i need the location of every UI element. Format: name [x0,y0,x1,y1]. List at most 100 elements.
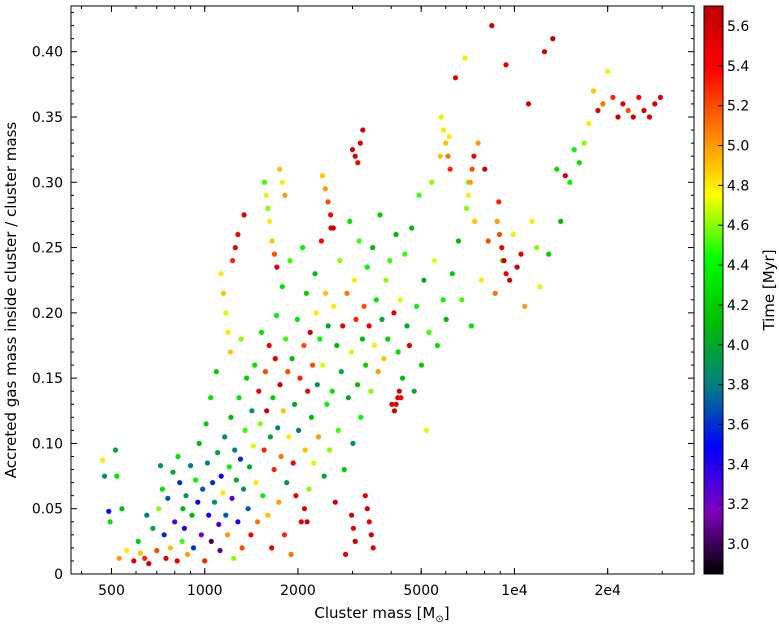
data-point [355,160,361,166]
data-point [279,284,285,290]
data-point [364,506,370,512]
data-point [116,555,122,561]
data-point [385,336,391,342]
data-point [348,349,354,355]
data-point [499,245,505,251]
data-point [381,356,387,362]
data-point [361,303,367,309]
x-tick-label: 5000 [403,583,439,599]
data-point [300,245,306,251]
data-point [370,245,376,251]
x-axis-label-suffix: ] [444,604,450,622]
data-point [213,369,219,375]
data-point [245,506,251,512]
data-point [389,401,395,407]
data-point [402,251,408,257]
data-point [271,251,278,257]
data-point [364,264,370,270]
plot-frame [70,5,695,575]
data-point [646,114,653,120]
y-tick-label: 0.30 [32,175,63,191]
data-point [294,316,300,322]
colorbar-tick-label: 3.8 [727,378,749,394]
data-point [501,258,507,264]
colorbar-tick-label: 4.4 [727,258,749,274]
data-point [217,547,223,554]
data-point [546,251,552,257]
data-point [371,342,377,349]
data-point [331,303,337,309]
data-point [172,519,178,525]
data-point [462,55,468,61]
data-point [265,512,271,518]
x-tick-label: 2000 [280,583,316,599]
data-point [620,101,626,107]
y-tick-label: 0.15 [32,371,63,387]
data-point [471,153,477,159]
data-point [494,218,500,224]
data-point [106,508,112,514]
colorbar-tick-label: 4.6 [727,218,749,234]
data-point [366,519,372,525]
data-point [193,477,199,483]
data-point [284,480,290,486]
data-point [340,323,346,329]
data-point [258,329,265,335]
data-point [411,388,417,394]
data-point [311,460,317,466]
data-point [510,231,516,238]
colorbar-tick-label: 3.4 [727,457,749,473]
data-point [355,382,361,388]
data-point [482,166,488,172]
colorbar-tick-label: 4.0 [727,338,749,354]
data-point [175,453,181,460]
colorbar-tick-label: 4.8 [727,178,749,194]
x-tick-label: 2e4 [594,583,621,599]
data-point [286,434,292,440]
data-point [352,153,358,159]
colorbar-tick-label: 5.4 [727,59,749,75]
data-point [261,447,267,453]
data-point [254,519,261,525]
data-point [338,369,344,375]
data-point [322,290,329,296]
y-tick-label: 0.20 [32,306,63,322]
colorbar-tick-label: 3.6 [727,418,749,434]
data-point [463,205,470,211]
data-point [443,316,449,322]
data-point [387,258,393,264]
data-point [652,101,658,107]
data-point [232,447,238,453]
data-point [314,382,320,388]
data-point [306,486,312,492]
data-point [360,127,366,133]
data-point [231,555,237,561]
data-point [605,68,611,74]
data-point [414,303,420,309]
data-point [289,356,295,362]
data-point [353,316,359,322]
data-point [223,310,229,316]
data-point [363,362,369,368]
x-tick-label: 1000 [187,583,223,599]
data-point [237,456,244,462]
data-point [202,558,208,564]
data-point [576,160,582,166]
data-point [468,323,474,329]
data-point [274,264,280,270]
data-point [426,329,432,335]
data-point [177,480,183,486]
data-point [404,323,410,329]
data-point [600,101,606,107]
data-point [276,499,282,505]
data-point [641,107,647,114]
data-point [325,323,331,329]
data-point [571,147,577,153]
data-point [298,519,304,525]
data-point [281,532,288,538]
data-point [393,231,399,238]
data-point [275,425,281,431]
data-point [615,114,621,120]
data-point [232,245,238,251]
data-point [265,205,271,211]
